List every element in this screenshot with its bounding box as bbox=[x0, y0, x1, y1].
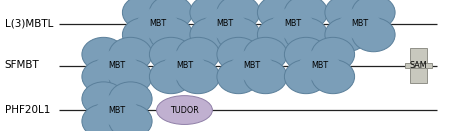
Text: MBT: MBT bbox=[216, 19, 234, 28]
Text: MBT: MBT bbox=[243, 61, 261, 70]
Ellipse shape bbox=[149, 18, 193, 52]
Text: MBT: MBT bbox=[351, 19, 369, 28]
Text: PHF20L1: PHF20L1 bbox=[4, 105, 50, 115]
Ellipse shape bbox=[102, 48, 132, 83]
Ellipse shape bbox=[82, 60, 125, 94]
Ellipse shape bbox=[284, 18, 328, 52]
Ellipse shape bbox=[157, 96, 212, 124]
Ellipse shape bbox=[176, 60, 220, 94]
Ellipse shape bbox=[237, 48, 267, 83]
Ellipse shape bbox=[298, 54, 341, 77]
Ellipse shape bbox=[352, 18, 395, 52]
Ellipse shape bbox=[325, 18, 368, 52]
Ellipse shape bbox=[217, 18, 260, 52]
Ellipse shape bbox=[109, 60, 152, 94]
Ellipse shape bbox=[325, 0, 368, 29]
Ellipse shape bbox=[257, 0, 301, 29]
Ellipse shape bbox=[345, 7, 375, 41]
Ellipse shape bbox=[244, 37, 287, 71]
Ellipse shape bbox=[352, 0, 395, 29]
Ellipse shape bbox=[217, 37, 260, 71]
Ellipse shape bbox=[230, 54, 274, 77]
Ellipse shape bbox=[109, 37, 152, 71]
Ellipse shape bbox=[102, 93, 132, 127]
Ellipse shape bbox=[109, 82, 152, 116]
Ellipse shape bbox=[95, 54, 139, 77]
Ellipse shape bbox=[210, 7, 240, 41]
Ellipse shape bbox=[169, 48, 200, 83]
Text: L(3)MBTL: L(3)MBTL bbox=[4, 19, 53, 29]
Text: MBT: MBT bbox=[108, 61, 126, 70]
Ellipse shape bbox=[136, 12, 179, 36]
Ellipse shape bbox=[277, 7, 308, 41]
Ellipse shape bbox=[304, 48, 335, 83]
Text: MBT: MBT bbox=[176, 61, 193, 70]
Ellipse shape bbox=[203, 12, 247, 36]
Ellipse shape bbox=[338, 12, 382, 36]
Ellipse shape bbox=[82, 82, 125, 116]
Text: MBT: MBT bbox=[108, 106, 126, 114]
Ellipse shape bbox=[149, 37, 193, 71]
Text: TUDOR: TUDOR bbox=[170, 106, 199, 114]
Ellipse shape bbox=[311, 60, 355, 94]
Text: SAM: SAM bbox=[410, 61, 427, 70]
Text: MBT: MBT bbox=[311, 61, 328, 70]
Ellipse shape bbox=[284, 37, 328, 71]
Ellipse shape bbox=[122, 0, 166, 29]
Text: SFMBT: SFMBT bbox=[4, 61, 39, 70]
Ellipse shape bbox=[190, 0, 233, 29]
Ellipse shape bbox=[122, 18, 166, 52]
Ellipse shape bbox=[311, 37, 355, 71]
Ellipse shape bbox=[149, 60, 193, 94]
Ellipse shape bbox=[217, 0, 260, 29]
Ellipse shape bbox=[271, 12, 314, 36]
Ellipse shape bbox=[82, 37, 125, 71]
Ellipse shape bbox=[149, 0, 193, 29]
Ellipse shape bbox=[176, 37, 220, 71]
Ellipse shape bbox=[163, 54, 206, 77]
Bar bbox=[405, 63, 432, 68]
Ellipse shape bbox=[284, 0, 328, 29]
Bar bbox=[410, 48, 427, 83]
Ellipse shape bbox=[142, 7, 173, 41]
Ellipse shape bbox=[95, 98, 139, 122]
Text: MBT: MBT bbox=[149, 19, 166, 28]
Ellipse shape bbox=[82, 104, 125, 131]
Ellipse shape bbox=[284, 60, 328, 94]
Text: MBT: MBT bbox=[284, 19, 301, 28]
Ellipse shape bbox=[257, 18, 301, 52]
Ellipse shape bbox=[190, 18, 233, 52]
Ellipse shape bbox=[217, 60, 260, 94]
Ellipse shape bbox=[244, 60, 287, 94]
Ellipse shape bbox=[109, 104, 152, 131]
